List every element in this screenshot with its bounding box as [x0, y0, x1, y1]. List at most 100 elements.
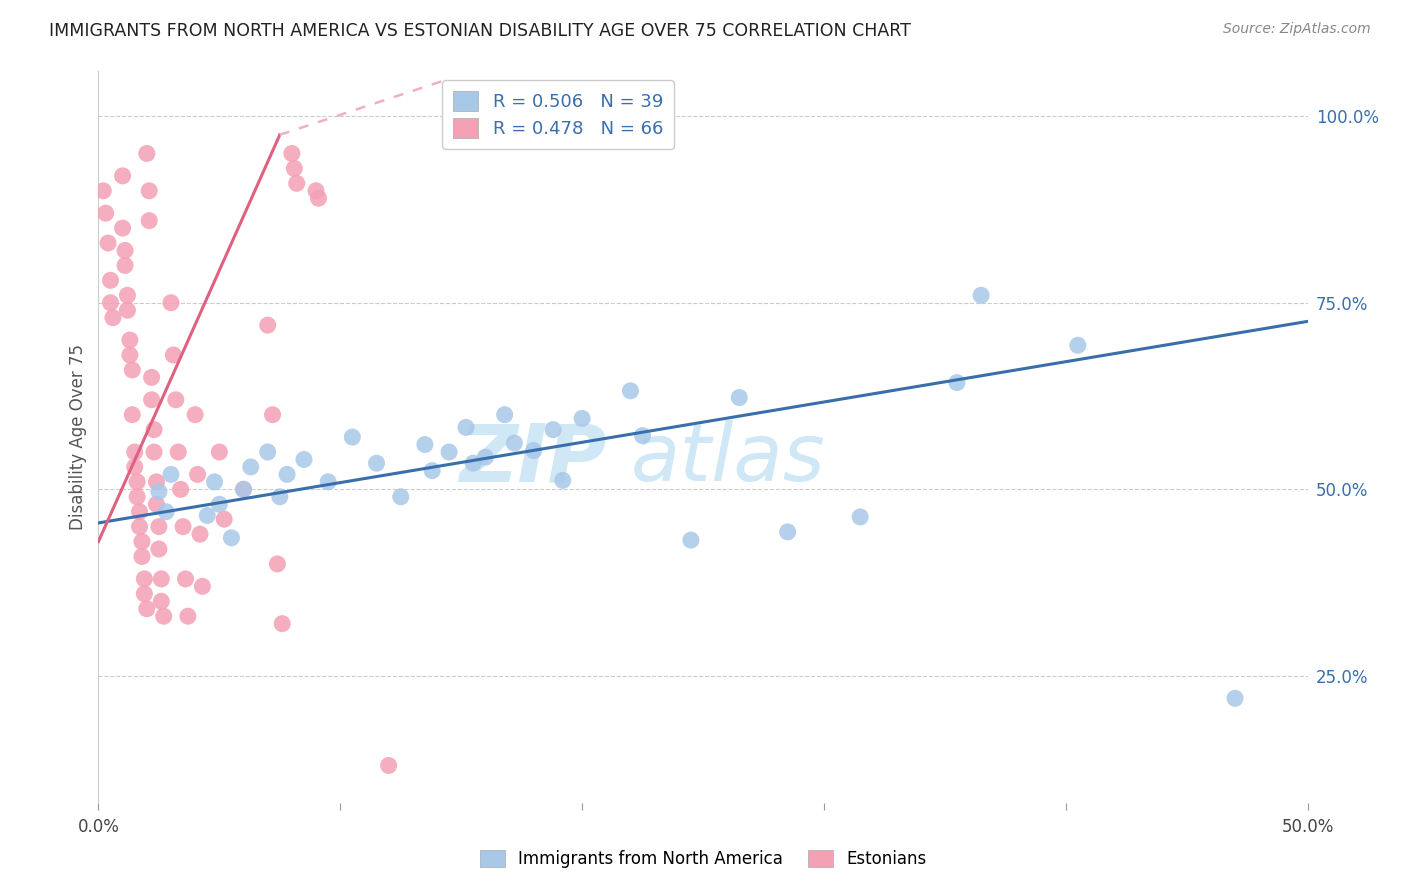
- Point: [124, 459, 146, 474]
- Point: [285, 177, 308, 191]
- Point: [141, 392, 163, 407]
- Point: [437, 445, 460, 459]
- Point: [127, 490, 149, 504]
- Point: [174, 572, 197, 586]
- Point: [128, 519, 150, 533]
- Point: [131, 549, 153, 564]
- Point: [1067, 338, 1090, 352]
- Point: [266, 557, 288, 571]
- Point: [100, 295, 122, 310]
- Point: [117, 288, 139, 302]
- Legend: Immigrants from North America, Estonians: Immigrants from North America, Estonians: [472, 843, 934, 875]
- Point: [118, 333, 141, 347]
- Point: [145, 475, 167, 489]
- Point: [118, 348, 141, 362]
- Point: [494, 408, 516, 422]
- Point: [172, 519, 194, 533]
- Text: ZIP: ZIP: [458, 420, 606, 498]
- Point: [134, 572, 156, 586]
- Legend: R = 0.506   N = 39, R = 0.478   N = 66: R = 0.506 N = 39, R = 0.478 N = 66: [441, 80, 673, 149]
- Point: [191, 579, 214, 593]
- Point: [148, 519, 170, 533]
- Point: [150, 594, 173, 608]
- Point: [195, 508, 218, 523]
- Point: [631, 428, 654, 442]
- Point: [970, 288, 993, 302]
- Point: [366, 456, 388, 470]
- Point: [463, 456, 485, 470]
- Point: [413, 437, 436, 451]
- Point: [292, 452, 315, 467]
- Point: [150, 572, 173, 586]
- Point: [454, 420, 477, 434]
- Point: [269, 490, 291, 504]
- Point: [728, 391, 751, 405]
- Point: [162, 348, 184, 362]
- Point: [256, 318, 278, 332]
- Point: [776, 524, 799, 539]
- Point: [208, 445, 231, 459]
- Point: [143, 423, 166, 437]
- Point: [474, 450, 496, 465]
- Point: [232, 483, 254, 497]
- Point: [160, 295, 183, 310]
- Point: [208, 497, 231, 511]
- Point: [111, 169, 134, 183]
- Point: [167, 445, 190, 459]
- Point: [503, 436, 526, 450]
- Point: [271, 616, 294, 631]
- Text: Source: ZipAtlas.com: Source: ZipAtlas.com: [1223, 22, 1371, 37]
- Point: [160, 467, 183, 482]
- Point: [111, 221, 134, 235]
- Point: [138, 213, 160, 227]
- Point: [551, 474, 574, 488]
- Point: [141, 370, 163, 384]
- Point: [131, 534, 153, 549]
- Point: [94, 206, 117, 220]
- Point: [138, 184, 160, 198]
- Point: [114, 244, 136, 258]
- Point: [187, 467, 209, 482]
- Point: [155, 505, 177, 519]
- Point: [127, 475, 149, 489]
- Point: [121, 363, 143, 377]
- Point: [169, 483, 191, 497]
- Point: [308, 191, 330, 205]
- Point: [262, 408, 284, 422]
- Point: [134, 587, 156, 601]
- Point: [177, 609, 200, 624]
- Point: [124, 445, 146, 459]
- Point: [135, 601, 157, 615]
- Point: [571, 411, 593, 425]
- Text: IMMIGRANTS FROM NORTH AMERICA VS ESTONIAN DISABILITY AGE OVER 75 CORRELATION CHA: IMMIGRANTS FROM NORTH AMERICA VS ESTONIA…: [49, 22, 911, 40]
- Text: atlas: atlas: [630, 420, 825, 498]
- Point: [143, 445, 166, 459]
- Point: [420, 464, 443, 478]
- Point: [135, 146, 157, 161]
- Point: [221, 531, 243, 545]
- Point: [679, 533, 702, 547]
- Point: [305, 184, 328, 198]
- Point: [188, 527, 211, 541]
- Point: [281, 146, 304, 161]
- Point: [276, 467, 298, 482]
- Point: [152, 609, 174, 624]
- Point: [239, 459, 262, 474]
- Point: [165, 392, 187, 407]
- Point: [204, 475, 226, 489]
- Point: [849, 510, 872, 524]
- Point: [389, 490, 412, 504]
- Point: [619, 384, 641, 398]
- Point: [101, 310, 124, 325]
- Point: [184, 408, 207, 422]
- Point: [212, 512, 235, 526]
- Y-axis label: Disability Age Over 75: Disability Age Over 75: [69, 344, 87, 530]
- Point: [256, 445, 278, 459]
- Point: [946, 376, 969, 390]
- Point: [117, 303, 139, 318]
- Point: [316, 475, 339, 489]
- Point: [145, 497, 167, 511]
- Point: [342, 430, 364, 444]
- Point: [97, 235, 120, 250]
- Point: [1223, 691, 1246, 706]
